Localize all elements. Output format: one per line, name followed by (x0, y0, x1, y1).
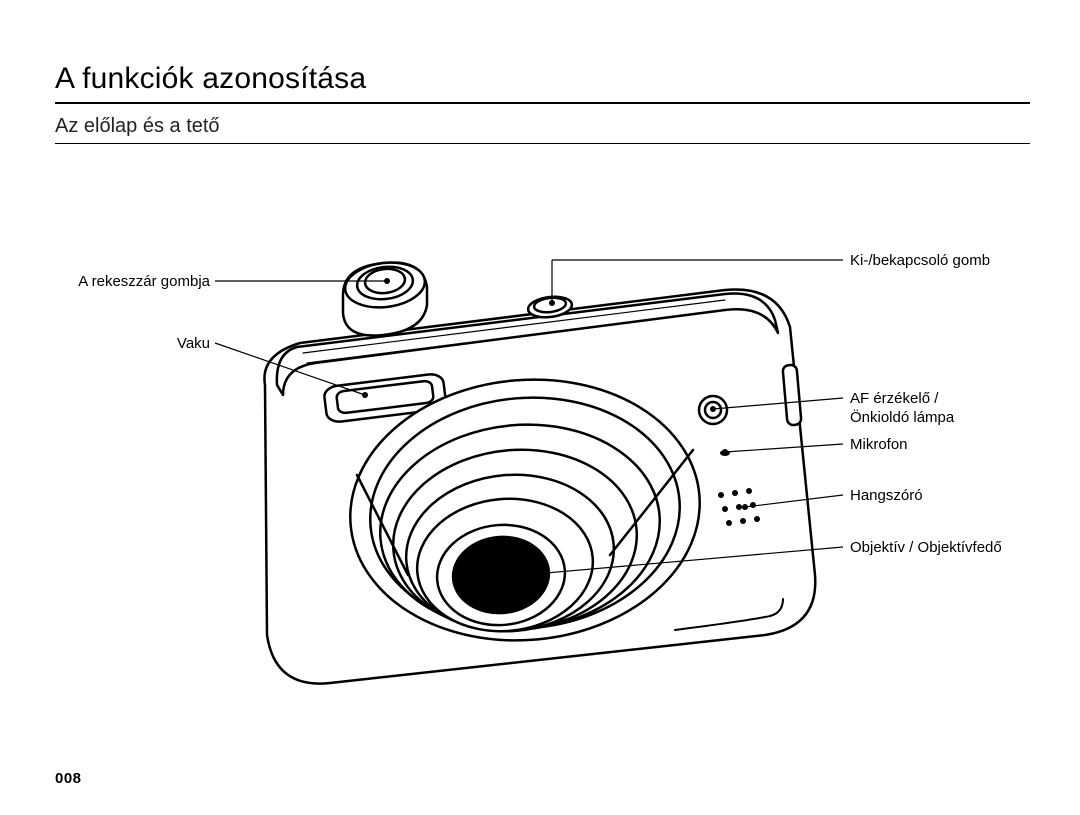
label-lens: Objektív / Objektívfedő (850, 538, 1002, 558)
section-subtitle: Az előlap és a tető (55, 115, 220, 138)
page-title: A funkciók azonosítása (55, 62, 366, 96)
label-shutter: A rekeszzár gombja (55, 272, 210, 292)
page-number: 008 (55, 770, 82, 787)
label-flash: Vaku (55, 334, 210, 354)
camera-illustration: SAMSUNG (205, 235, 825, 695)
page: A funkciók azonosítása Az előlap és a te… (0, 0, 1080, 815)
subtitle-rule (55, 143, 1030, 144)
label-power: Ki-/bekapcsoló gomb (850, 251, 990, 271)
label-af-sensor-line1: AF érzékelő / (850, 389, 938, 409)
title-rule (55, 102, 1030, 104)
label-speaker: Hangszóró (850, 486, 923, 506)
label-microphone: Mikrofon (850, 435, 908, 455)
label-af-sensor-line2: Önkioldó lámpa (850, 408, 954, 428)
